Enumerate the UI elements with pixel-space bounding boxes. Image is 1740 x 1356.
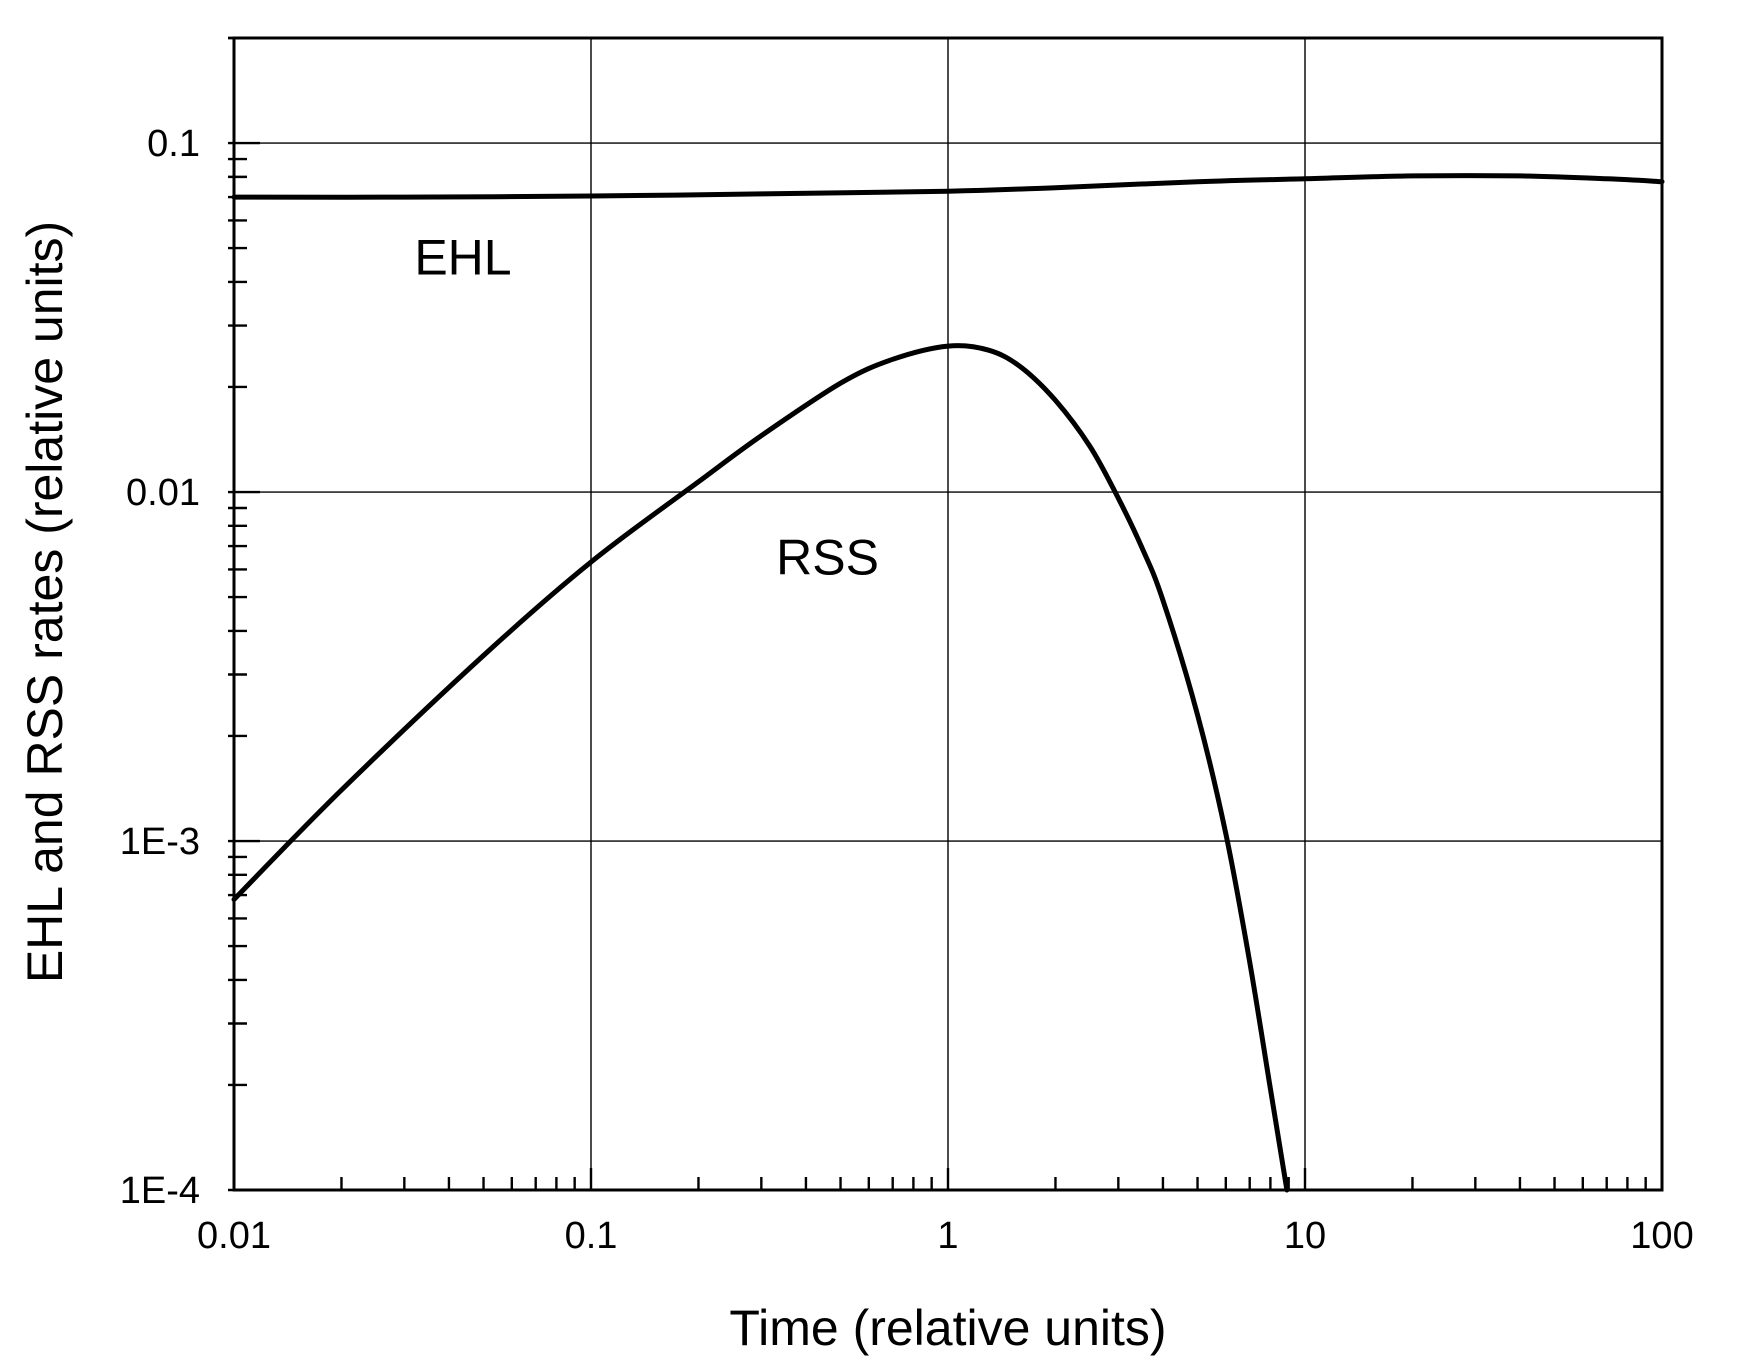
tick-marks: [228, 36, 1664, 1192]
series-line-rss: [231, 343, 1290, 1193]
series-label-ehl: EHL: [414, 230, 511, 286]
plot-frame: [232, 36, 1664, 1192]
x-axis-label: Time (relative units): [729, 1300, 1166, 1356]
series-label-rss: RSS: [776, 530, 879, 586]
y-tick-label: 1E-4: [120, 1170, 200, 1212]
x-tick-label: 1: [937, 1215, 958, 1257]
y-tick-label: 0.01: [126, 472, 200, 514]
y-tick-label: 0.1: [147, 123, 200, 165]
y-tick-label: 1E-3: [120, 821, 200, 863]
series-line-ehl: [231, 173, 1665, 200]
series-layer: [231, 173, 1665, 1193]
x-tick-label: 0.01: [197, 1215, 271, 1257]
x-tick-label: 10: [1284, 1215, 1326, 1257]
x-tick-label: 0.1: [565, 1215, 618, 1257]
y-axis-label: EHL and RSS rates (relative units): [17, 221, 73, 983]
x-tick-label: 100: [1630, 1215, 1693, 1257]
grid-lines: [234, 38, 1662, 1190]
series-labels: EHL RSS: [414, 230, 879, 586]
tick-labels: 0.01 0.1 1 10 100 1E-4 1E-3 0.01 0.1: [120, 123, 1694, 1257]
